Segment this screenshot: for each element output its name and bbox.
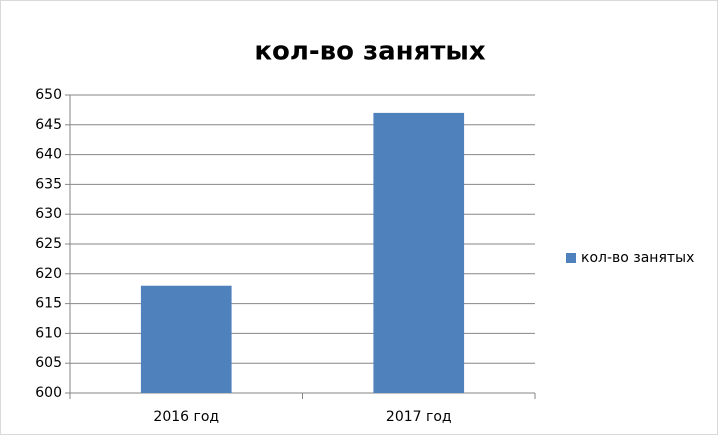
y-tick-label: 615	[35, 296, 62, 312]
x-tick-label: 2016 год	[153, 409, 219, 425]
bar	[140, 285, 232, 393]
x-tick-label: 2017 год	[386, 409, 452, 425]
legend-label: кол-во занятых	[581, 250, 694, 266]
legend-swatch	[566, 253, 576, 263]
y-tick-label: 645	[35, 117, 62, 133]
y-tick-label: 620	[35, 266, 62, 282]
y-tick-label: 605	[35, 355, 62, 371]
bar	[373, 112, 465, 393]
y-tick-label: 630	[35, 206, 62, 222]
y-tick-label: 610	[35, 325, 62, 341]
y-tick-label: 650	[35, 87, 62, 103]
chart-title: кол-во занятых	[254, 37, 486, 67]
y-tick-label: 625	[35, 236, 62, 252]
y-tick-label: 600	[35, 385, 62, 401]
y-tick-label: 635	[35, 176, 62, 192]
y-tick-label: 640	[35, 147, 62, 163]
